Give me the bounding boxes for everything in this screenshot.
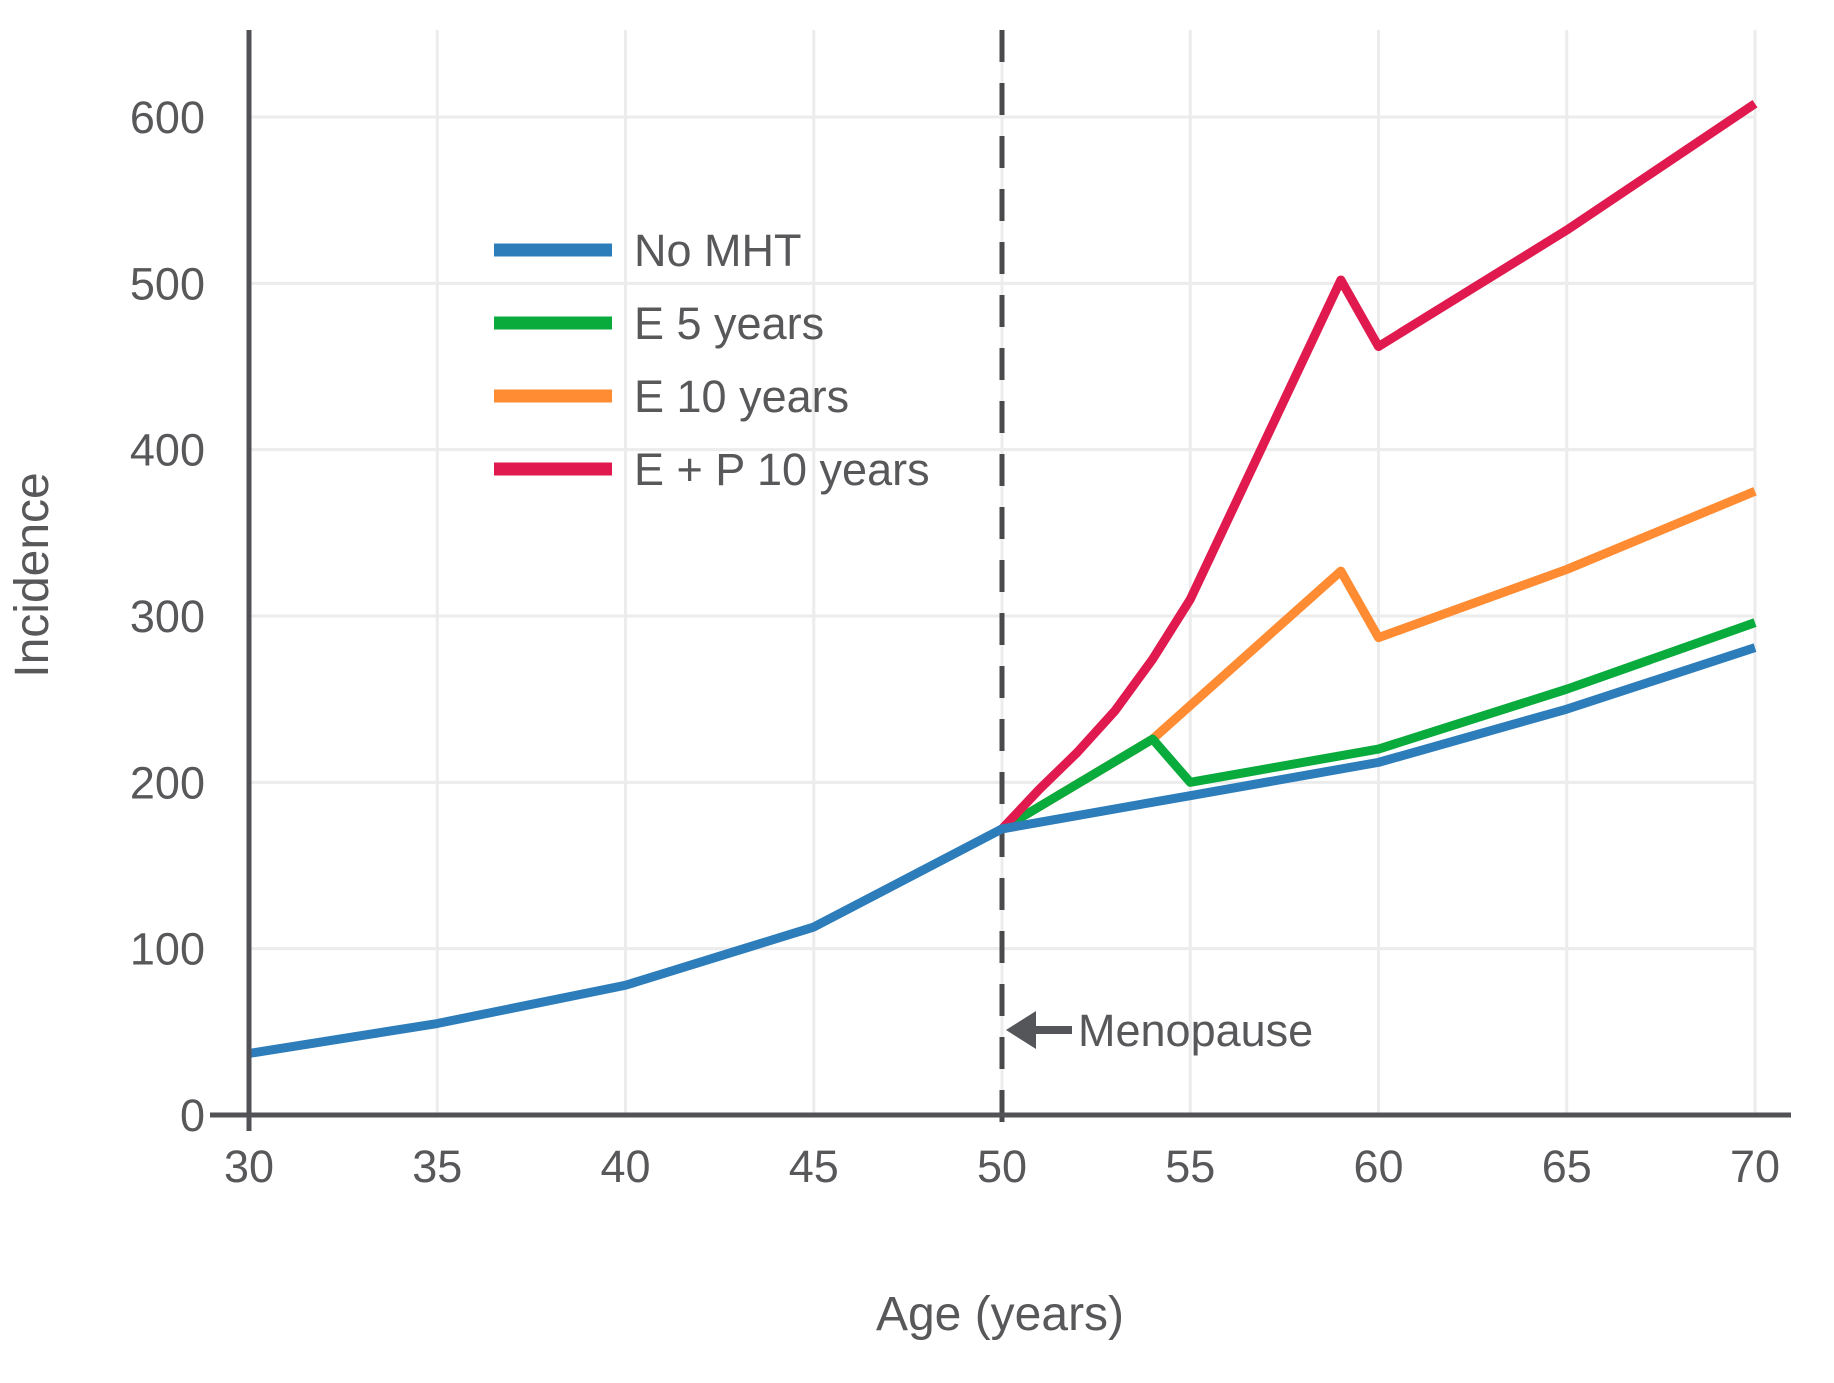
y-tick-label-200: 200 (130, 757, 205, 808)
x-tick-label-45: 45 (789, 1141, 839, 1192)
x-axis-title: Age (years) (876, 1288, 1124, 1341)
x-tick-label-65: 65 (1542, 1141, 1592, 1192)
menopause-annotation: Menopause (1006, 1005, 1313, 1056)
x-tick-label-70: 70 (1730, 1141, 1780, 1192)
data-series (248, 99, 1758, 1058)
axes (210, 30, 1791, 1131)
menopause-arrow-head-icon (1006, 1011, 1036, 1049)
x-tick-label-60: 60 (1353, 1141, 1403, 1192)
series-line-e-5-years (999, 618, 1757, 833)
legend-item-no-mht: No MHT (494, 225, 802, 276)
x-tick-label-30: 30 (224, 1141, 274, 1192)
x-tick-label-55: 55 (1165, 1141, 1215, 1192)
legend-label: E 5 years (634, 298, 824, 349)
legend-label: No MHT (634, 225, 802, 276)
x-tick-label-40: 40 (600, 1141, 650, 1192)
y-tick-label-600: 600 (130, 92, 205, 143)
series-line-e-p-10-years (998, 99, 1758, 832)
series-line-no-mht (248, 643, 1757, 1058)
tick-labels: 0 100 200 300 400 500 600 30 35 40 45 50 55 60 65 70 (130, 92, 1780, 1192)
x-tick-label-50: 50 (977, 1141, 1027, 1192)
y-axis-title: Incidence (6, 472, 59, 677)
legend-item-e-5-years: E 5 years (494, 298, 824, 349)
y-tick-label-300: 300 (130, 591, 205, 642)
y-tick-label-400: 400 (130, 425, 205, 476)
x-tick-label-35: 35 (412, 1141, 462, 1192)
legend-item-e-10-years: E 10 years (494, 371, 849, 422)
menopause-label: Menopause (1078, 1005, 1313, 1056)
y-tick-label-0: 0 (180, 1090, 205, 1141)
y-tick-label-100: 100 (130, 924, 205, 975)
y-tick-label-500: 500 (130, 258, 205, 309)
legend-item-e-p-10-years: E + P 10 years (494, 444, 930, 495)
legend: No MHT E 5 years E 10 years E + P 10 years (494, 225, 930, 495)
legend-label: E + P 10 years (634, 444, 930, 495)
legend-label: E 10 years (634, 371, 849, 422)
